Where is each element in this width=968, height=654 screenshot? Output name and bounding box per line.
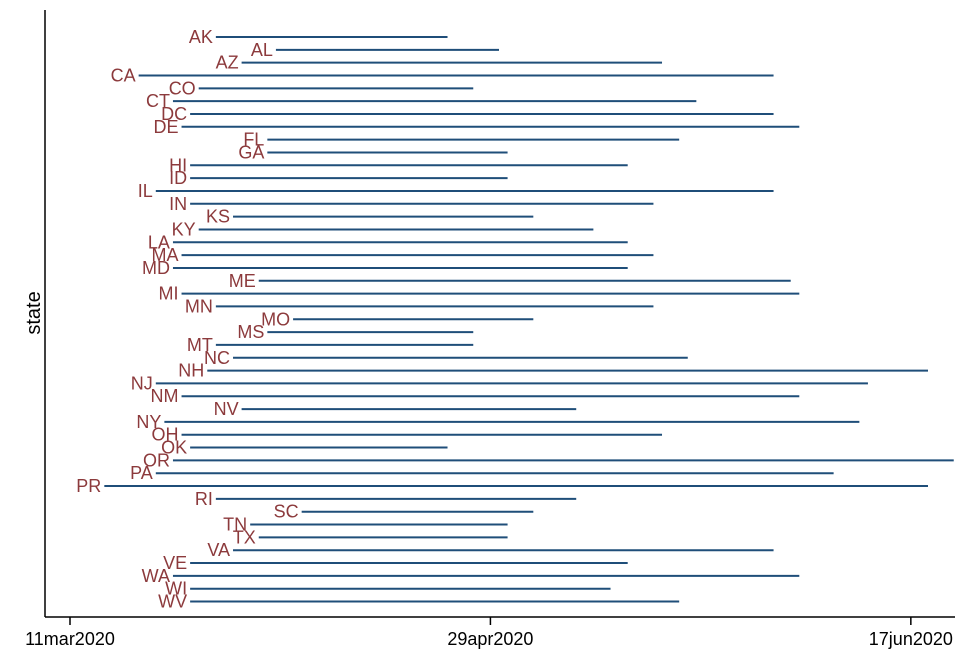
- label-wa: WA: [142, 566, 170, 586]
- label-in: IN: [169, 194, 187, 214]
- x-tick-label: 11mar2020: [25, 629, 115, 649]
- label-ms: MS: [237, 322, 264, 342]
- label-az: AZ: [216, 53, 239, 73]
- x-tick-label: 29apr2020: [447, 629, 533, 649]
- label-nv: NV: [214, 399, 239, 419]
- label-nc: NC: [204, 348, 230, 368]
- label-nj: NJ: [131, 373, 153, 393]
- label-ct: CT: [146, 91, 170, 111]
- label-ca: CA: [111, 65, 136, 85]
- label-nh: NH: [178, 361, 204, 381]
- label-tn: TN: [223, 515, 247, 535]
- label-mo: MO: [261, 309, 290, 329]
- label-al: AL: [251, 40, 273, 60]
- label-hi: HI: [169, 155, 187, 175]
- label-mn: MN: [185, 296, 213, 316]
- label-or: OR: [143, 450, 170, 470]
- label-il: IL: [138, 181, 153, 201]
- label-de: DE: [154, 117, 179, 137]
- label-sc: SC: [274, 502, 299, 522]
- label-md: MD: [142, 258, 170, 278]
- label-ga: GA: [238, 142, 264, 162]
- label-wi: WI: [165, 579, 187, 599]
- label-ky: KY: [172, 219, 196, 239]
- label-fl: FL: [243, 130, 264, 150]
- label-co: CO: [169, 78, 196, 98]
- label-pa: PA: [130, 463, 153, 483]
- label-la: LA: [148, 232, 170, 252]
- label-dc: DC: [161, 104, 187, 124]
- x-tick-label: 17jun2020: [869, 629, 953, 649]
- label-ri: RI: [195, 489, 213, 509]
- label-wv: WV: [158, 592, 187, 612]
- label-ma: MA: [152, 245, 179, 265]
- label-ks: KS: [206, 207, 230, 227]
- label-ve: VE: [163, 553, 187, 573]
- label-mt: MT: [187, 335, 213, 355]
- label-ok: OK: [161, 438, 187, 458]
- x-ticks: 11mar2020 29apr2020 17jun2020: [25, 617, 953, 649]
- label-ny: NY: [136, 412, 161, 432]
- label-nm: NM: [151, 386, 179, 406]
- label-mi: MI: [159, 284, 179, 304]
- y-axis-label: state: [23, 291, 45, 334]
- label-me: ME: [229, 271, 256, 291]
- label-va: VA: [207, 540, 230, 560]
- label-oh: OH: [152, 425, 179, 445]
- label-ak: AK: [189, 27, 213, 47]
- label-tx: TX: [233, 527, 256, 547]
- label-id: ID: [169, 168, 187, 188]
- label-pr: PR: [76, 476, 101, 496]
